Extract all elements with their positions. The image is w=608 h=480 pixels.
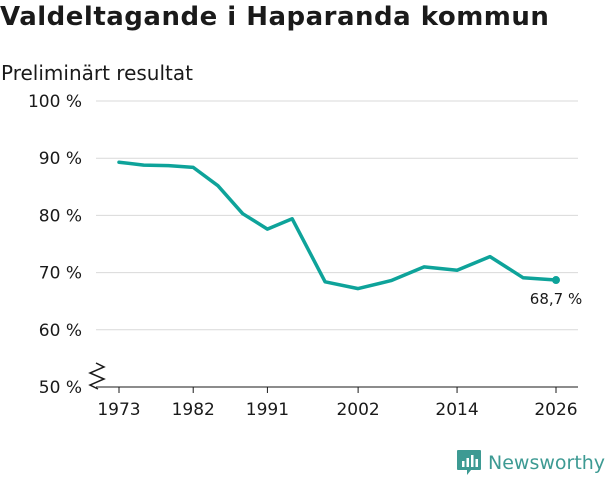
x-tick-label: 2026 <box>534 400 577 420</box>
y-tick-label: 50 % <box>39 378 82 398</box>
newsworthy-logo: Newsworthy <box>456 449 605 477</box>
chart-subtitle: Preliminärt resultat <box>1 61 193 85</box>
x-tick-label: 2014 <box>435 400 478 420</box>
x-tick-label: 1973 <box>97 400 140 420</box>
y-tick-label: 60 % <box>39 321 82 341</box>
y-tick-label: 80 % <box>39 206 82 226</box>
end-value-label: 68,7 % <box>530 290 582 308</box>
y-tick-label: 100 % <box>28 92 82 112</box>
y-tick-label: 70 % <box>39 264 82 284</box>
axis-break-icon <box>88 362 106 390</box>
end-point-marker <box>552 276 560 285</box>
newsworthy-bar-chart-icon <box>457 450 481 475</box>
x-tick-label: 1991 <box>246 400 289 420</box>
x-tick-label: 2002 <box>336 400 379 420</box>
x-axis-tick-labels: 1973 1982 1991 2002 2014 2026 <box>97 387 578 420</box>
series-line <box>117 160 558 291</box>
gridlines <box>96 100 578 388</box>
data-points <box>552 276 560 285</box>
chart-title: Valdeltagande i Haparanda kommun <box>0 2 550 32</box>
brand-name: Newsworthy <box>488 452 606 474</box>
y-tick-label: 90 % <box>39 149 82 169</box>
y-axis-tick-labels: 50 % 60 % 70 % 80 % 90 % 100 % <box>28 92 82 398</box>
x-tick-label: 1982 <box>172 400 215 420</box>
